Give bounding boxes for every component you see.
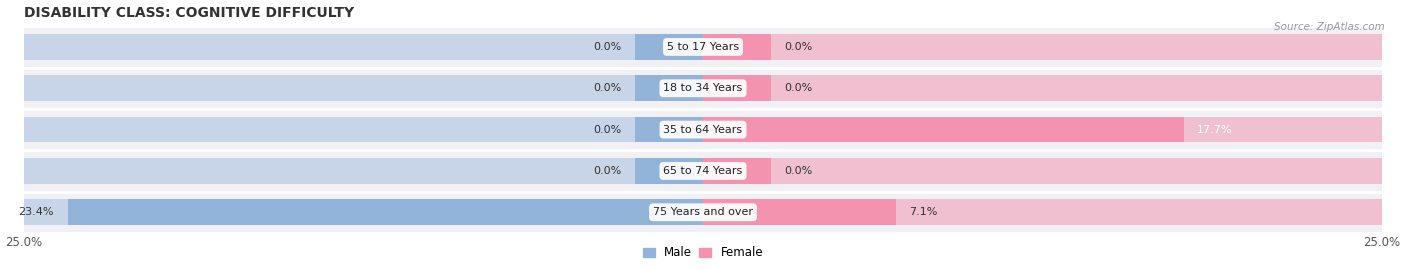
Bar	[24, 68, 1382, 109]
Bar	[24, 117, 703, 142]
Bar	[636, 117, 703, 142]
Text: 75 Years and over: 75 Years and over	[652, 207, 754, 217]
Bar	[24, 26, 1382, 68]
Text: 7.1%: 7.1%	[910, 207, 938, 217]
Text: 0.0%: 0.0%	[593, 42, 621, 52]
Bar	[24, 200, 703, 225]
Text: 0.0%: 0.0%	[785, 166, 813, 176]
Bar	[703, 34, 770, 60]
Text: 5 to 17 Years: 5 to 17 Years	[666, 42, 740, 52]
Bar	[24, 75, 703, 101]
Text: 0.0%: 0.0%	[785, 42, 813, 52]
Text: 0.0%: 0.0%	[785, 83, 813, 93]
Bar	[67, 200, 703, 225]
Text: Source: ZipAtlas.com: Source: ZipAtlas.com	[1274, 22, 1385, 32]
Bar	[703, 34, 1382, 60]
Bar	[703, 200, 896, 225]
Bar	[24, 34, 703, 60]
Bar	[24, 192, 1382, 233]
Bar	[636, 34, 703, 60]
Text: 35 to 64 Years: 35 to 64 Years	[664, 124, 742, 135]
Bar	[703, 75, 770, 101]
Bar	[703, 75, 1382, 101]
Text: 17.7%: 17.7%	[1198, 124, 1233, 135]
Bar	[636, 75, 703, 101]
Text: 0.0%: 0.0%	[593, 124, 621, 135]
Text: 0.0%: 0.0%	[593, 83, 621, 93]
Text: 0.0%: 0.0%	[593, 166, 621, 176]
Bar	[24, 158, 703, 184]
Bar	[636, 158, 703, 184]
Bar	[703, 117, 1184, 142]
Bar	[703, 158, 1382, 184]
Text: 18 to 34 Years: 18 to 34 Years	[664, 83, 742, 93]
Legend: Male, Female: Male, Female	[638, 242, 768, 264]
Text: 23.4%: 23.4%	[18, 207, 53, 217]
Bar	[24, 109, 1382, 150]
Bar	[703, 117, 1382, 142]
Bar	[24, 150, 1382, 192]
Bar	[703, 200, 1382, 225]
Bar	[703, 158, 770, 184]
Text: 65 to 74 Years: 65 to 74 Years	[664, 166, 742, 176]
Text: DISABILITY CLASS: COGNITIVE DIFFICULTY: DISABILITY CLASS: COGNITIVE DIFFICULTY	[24, 6, 354, 19]
